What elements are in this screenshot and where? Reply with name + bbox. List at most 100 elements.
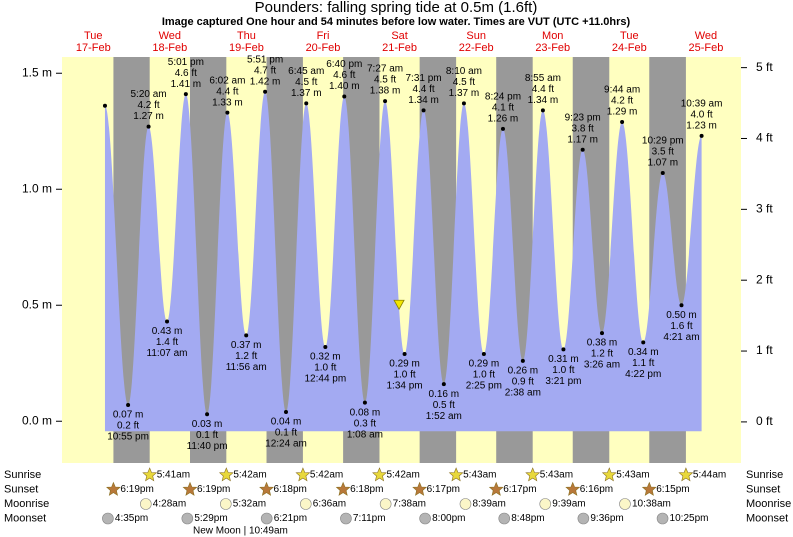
- date-label: 18-Feb: [152, 42, 187, 54]
- event-time: 7:38am: [393, 499, 426, 510]
- date-label: 22-Feb: [459, 42, 494, 54]
- extremum-label: 1:08 am: [347, 429, 383, 440]
- extremum-label: 0.34 m: [628, 347, 659, 358]
- extremum-label: 1.07 m: [647, 158, 678, 169]
- extremum-label: 0.03 m: [192, 419, 223, 430]
- date-label: 17-Feb: [76, 42, 111, 54]
- event-row-label: Moonrise: [4, 498, 49, 510]
- extremum-label: 1.23 m: [686, 121, 717, 132]
- event-time: 9:36pm: [590, 513, 623, 524]
- y-tick-label: 0.5 m: [22, 297, 52, 311]
- extremum-label: 9:23 pm: [565, 112, 601, 123]
- moon-phase: New Moon | 10:49am: [193, 526, 288, 537]
- extremum-label: 0.07 m: [113, 410, 144, 421]
- event-time: 5:43am: [540, 470, 573, 481]
- event-time: 9:39am: [552, 499, 585, 510]
- extremum-dot: [342, 94, 347, 99]
- event-time: 6:17pm: [503, 484, 536, 495]
- extremum-dot: [146, 124, 151, 129]
- event-time: 5:42am: [386, 470, 419, 481]
- extremum-dot: [304, 101, 309, 106]
- event-time: 6:18pm: [350, 484, 383, 495]
- current-level-marker: [393, 299, 405, 311]
- extremum-label: 1.29 m: [607, 107, 638, 118]
- event-row-label: Sunrise: [4, 469, 41, 481]
- extremum-label: 5:51 pm: [247, 54, 283, 65]
- sun-icon: [182, 481, 198, 496]
- extremum-label: 0.26 m: [508, 366, 539, 377]
- extremum-label: 7:31 pm: [405, 73, 441, 84]
- moon-icon: [656, 512, 669, 525]
- sun-icon: [448, 467, 464, 482]
- extremum-dot: [660, 171, 665, 175]
- event-time: 6:15pm: [656, 484, 689, 495]
- y-tick-label: 1.5 m: [22, 65, 52, 79]
- extremum-label: 4.6 ft: [175, 68, 197, 79]
- extremum-label: 1.41 m: [171, 79, 202, 90]
- extremum-dot: [540, 108, 545, 113]
- extremum-label: 10:39 am: [681, 99, 723, 110]
- extremum-label: 4.0 ft: [690, 110, 712, 121]
- extremum-label: 3:26 am: [584, 360, 620, 371]
- sun-icon: [601, 467, 617, 482]
- extremum-label: 1.2 ft: [235, 351, 257, 362]
- event-time: 6:19pm: [120, 484, 153, 495]
- extremum-label: 1.26 m: [488, 114, 519, 125]
- weekday-label: Sat: [391, 30, 408, 42]
- chart-subtitle: Image captured One hour and 54 minutes b…: [162, 16, 631, 28]
- extremum-dot: [402, 351, 407, 356]
- extremum-label: 0.04 m: [271, 417, 302, 428]
- extremum-dot: [421, 108, 426, 113]
- extremum-label: 3.5 ft: [652, 147, 674, 158]
- sun-icon: [372, 467, 387, 482]
- event-time: 6:19pm: [197, 484, 230, 495]
- extremum-label: 4.5 ft: [374, 75, 396, 86]
- extremum-label: 0.3 ft: [354, 418, 376, 429]
- extremum-label: 4.2 ft: [611, 96, 633, 107]
- extremum-label: 1.0 ft: [314, 363, 336, 374]
- extremum-label: 0.5 ft: [433, 400, 455, 411]
- sun-icon: [488, 481, 504, 496]
- moon-icon: [340, 512, 352, 525]
- extremum-dot: [561, 347, 566, 352]
- weekday-label: Sun: [466, 30, 486, 42]
- event-time: 6:18pm: [274, 484, 307, 495]
- weekday-label: Wed: [159, 30, 181, 42]
- extremum-label: 1.34 m: [528, 95, 559, 106]
- extremum-dot: [500, 126, 505, 131]
- extremum-label: 0.08 m: [350, 407, 381, 418]
- extremum-label: 12:24 am: [265, 439, 307, 450]
- extremum-label: 7:27 am: [367, 64, 403, 75]
- extremum-label: 4.5 ft: [295, 77, 317, 88]
- weekday-label: Tue: [84, 30, 103, 42]
- event-time: 5:29pm: [194, 513, 227, 524]
- event-time: 8:48pm: [511, 513, 544, 524]
- event-row-label: Moonset: [4, 512, 46, 524]
- event-time: 5:41am: [157, 470, 190, 481]
- extremum-label: 1:52 am: [426, 411, 462, 422]
- moon-icon: [498, 512, 511, 525]
- extremum-label: 1.17 m: [567, 134, 598, 145]
- sun-icon: [412, 481, 428, 496]
- extremum-label: 4.7 ft: [254, 65, 276, 76]
- extremum-label: 1.40 m: [329, 81, 360, 92]
- date-label: 19-Feb: [229, 42, 264, 54]
- date-label: 25-Feb: [688, 42, 723, 54]
- extremum-dot: [520, 358, 525, 363]
- extremum-label: 6:02 am: [209, 75, 245, 86]
- y2-tick-label: 4 ft: [756, 131, 773, 145]
- event-time: 5:32am: [233, 499, 266, 510]
- extremum-label: 8:55 am: [525, 73, 561, 84]
- event-time: 10:25pm: [670, 513, 709, 524]
- y-tick-label: 0.0 m: [22, 413, 52, 427]
- sun-icon: [106, 481, 121, 496]
- extremum-label: 4.2 ft: [137, 100, 159, 111]
- event-time: 5:43am: [616, 470, 649, 481]
- moon-icon: [219, 498, 232, 510]
- extremum-label: 1.4 ft: [156, 337, 178, 348]
- extremum-dot: [441, 382, 446, 387]
- moon-icon: [140, 498, 152, 510]
- extremum-label: 5:01 pm: [168, 57, 204, 68]
- event-time: 8:00pm: [432, 513, 465, 524]
- extremum-dot: [126, 403, 131, 407]
